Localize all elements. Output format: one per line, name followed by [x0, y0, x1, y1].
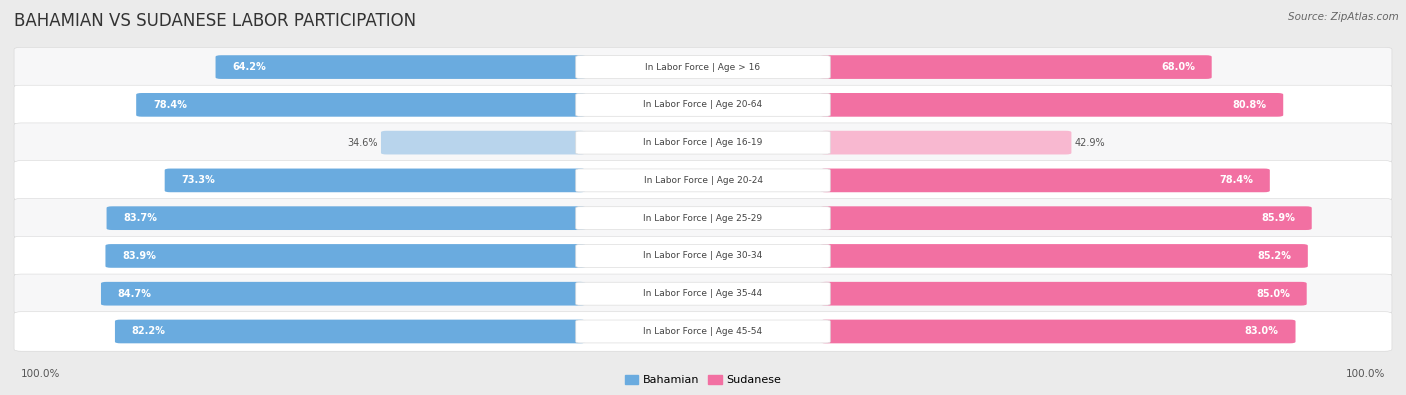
Text: In Labor Force | Age 25-29: In Labor Force | Age 25-29 [644, 214, 762, 223]
Text: BAHAMIAN VS SUDANESE LABOR PARTICIPATION: BAHAMIAN VS SUDANESE LABOR PARTICIPATION [14, 12, 416, 30]
Legend: Bahamian, Sudanese: Bahamian, Sudanese [626, 375, 780, 386]
FancyBboxPatch shape [14, 236, 1392, 276]
FancyBboxPatch shape [576, 207, 830, 229]
Text: 42.9%: 42.9% [1074, 137, 1105, 148]
Text: 100.0%: 100.0% [21, 369, 60, 379]
FancyBboxPatch shape [821, 55, 1212, 79]
FancyBboxPatch shape [14, 123, 1392, 162]
FancyBboxPatch shape [14, 47, 1392, 87]
FancyBboxPatch shape [215, 55, 585, 79]
Text: 68.0%: 68.0% [1161, 62, 1195, 72]
FancyBboxPatch shape [576, 282, 830, 305]
Text: 78.4%: 78.4% [1219, 175, 1253, 185]
Text: 85.2%: 85.2% [1257, 251, 1291, 261]
FancyBboxPatch shape [821, 93, 1284, 117]
Text: 83.0%: 83.0% [1244, 327, 1278, 337]
Text: 83.7%: 83.7% [124, 213, 157, 223]
FancyBboxPatch shape [576, 169, 830, 192]
FancyBboxPatch shape [115, 320, 585, 343]
FancyBboxPatch shape [576, 245, 830, 267]
Text: 73.3%: 73.3% [181, 175, 215, 185]
FancyBboxPatch shape [576, 93, 830, 116]
FancyBboxPatch shape [14, 85, 1392, 124]
Text: Source: ZipAtlas.com: Source: ZipAtlas.com [1288, 12, 1399, 22]
FancyBboxPatch shape [821, 282, 1306, 306]
FancyBboxPatch shape [576, 56, 830, 79]
FancyBboxPatch shape [576, 131, 830, 154]
Text: In Labor Force | Age > 16: In Labor Force | Age > 16 [645, 62, 761, 71]
FancyBboxPatch shape [101, 282, 585, 306]
Text: In Labor Force | Age 20-24: In Labor Force | Age 20-24 [644, 176, 762, 185]
FancyBboxPatch shape [821, 169, 1270, 192]
Text: 34.6%: 34.6% [347, 137, 378, 148]
Text: In Labor Force | Age 20-64: In Labor Force | Age 20-64 [644, 100, 762, 109]
FancyBboxPatch shape [14, 274, 1392, 313]
FancyBboxPatch shape [14, 161, 1392, 200]
Text: 100.0%: 100.0% [1346, 369, 1385, 379]
FancyBboxPatch shape [105, 244, 585, 268]
Text: 85.0%: 85.0% [1256, 289, 1289, 299]
Text: 85.9%: 85.9% [1261, 213, 1295, 223]
Text: 83.9%: 83.9% [122, 251, 156, 261]
Text: In Labor Force | Age 30-34: In Labor Force | Age 30-34 [644, 252, 762, 260]
FancyBboxPatch shape [821, 206, 1312, 230]
FancyBboxPatch shape [136, 93, 585, 117]
Text: 80.8%: 80.8% [1232, 100, 1267, 110]
FancyBboxPatch shape [14, 312, 1392, 351]
Text: In Labor Force | Age 35-44: In Labor Force | Age 35-44 [644, 289, 762, 298]
Text: In Labor Force | Age 45-54: In Labor Force | Age 45-54 [644, 327, 762, 336]
FancyBboxPatch shape [14, 198, 1392, 238]
FancyBboxPatch shape [821, 320, 1295, 343]
Text: 82.2%: 82.2% [132, 327, 166, 337]
FancyBboxPatch shape [381, 131, 585, 154]
Text: 78.4%: 78.4% [153, 100, 187, 110]
FancyBboxPatch shape [821, 244, 1308, 268]
Text: 64.2%: 64.2% [232, 62, 266, 72]
Text: 84.7%: 84.7% [118, 289, 152, 299]
FancyBboxPatch shape [165, 169, 585, 192]
Text: In Labor Force | Age 16-19: In Labor Force | Age 16-19 [644, 138, 762, 147]
FancyBboxPatch shape [576, 320, 830, 343]
FancyBboxPatch shape [107, 206, 585, 230]
FancyBboxPatch shape [821, 131, 1071, 154]
